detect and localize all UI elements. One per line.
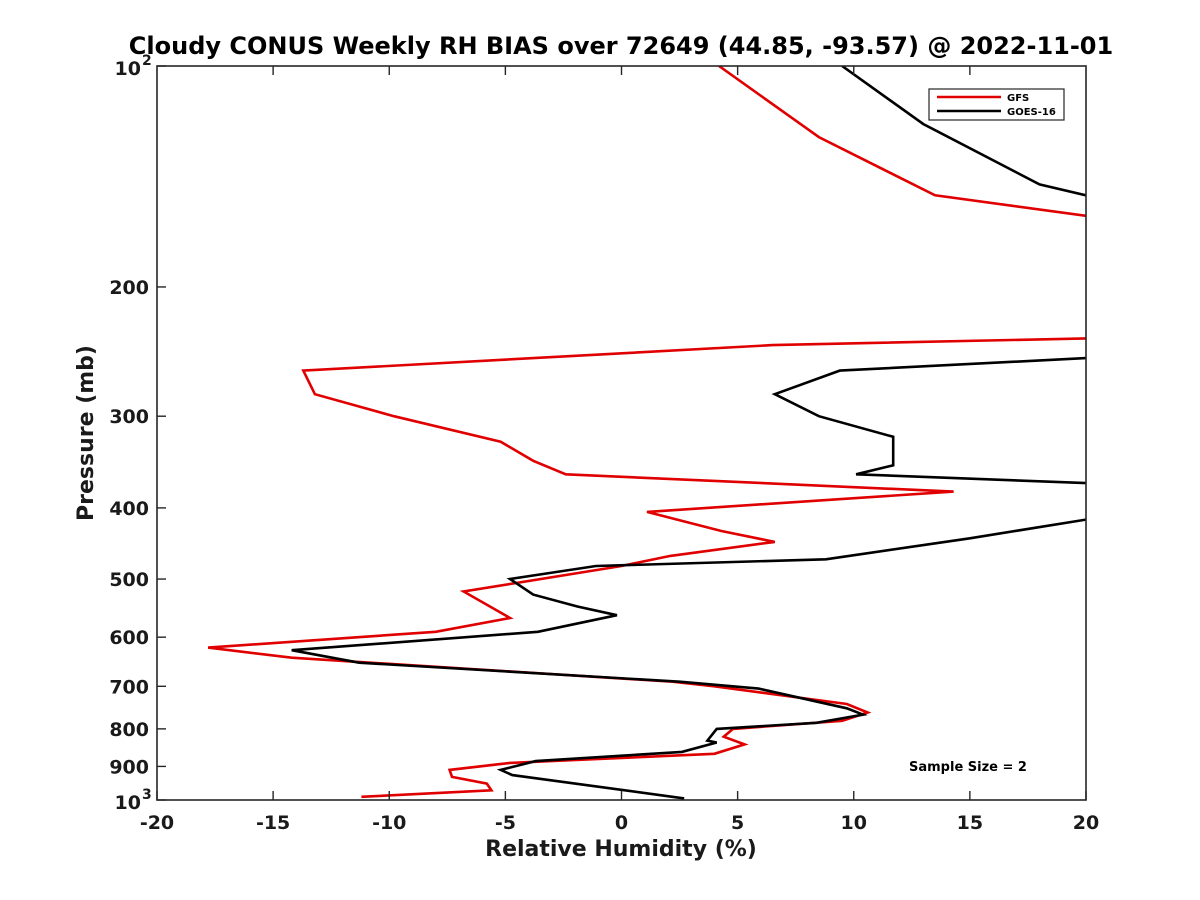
legend-label-goes-16: GOES-16: [1007, 107, 1056, 118]
x-tick-label: 10: [841, 812, 867, 834]
x-tick-label: -20: [140, 812, 174, 834]
y-tick-label: 600: [109, 627, 149, 649]
y-tick-label: 400: [109, 498, 149, 520]
x-axis-label: Relative Humidity (%): [485, 837, 757, 862]
y-tick-exponent: 3: [142, 787, 152, 803]
y-axis-label: Pressure (mb): [74, 345, 99, 521]
x-tick-label: -10: [372, 812, 406, 834]
x-tick-label: 0: [615, 812, 628, 834]
y-tick-label: 10: [115, 58, 141, 80]
x-axis: -20 -15 -10 -5 0 5 10 15 20: [140, 66, 1099, 834]
series-line-goes-16: [841, 66, 1086, 197]
x-tick-label: 15: [957, 812, 983, 834]
y-tick-label: 200: [109, 277, 149, 299]
x-tick-label: -15: [256, 812, 290, 834]
series-line-goes-16: [771, 356, 1086, 485]
y-tick-label: 700: [109, 676, 149, 698]
y-tick-label: 800: [109, 719, 149, 741]
y-tick-label: 10: [115, 792, 141, 814]
plot-frame: [156, 65, 1087, 801]
x-tick-label: 5: [731, 812, 744, 834]
series-line-gfs: [718, 66, 1086, 218]
y-tick-exponent: 2: [142, 53, 152, 69]
x-tick-label: -5: [495, 812, 516, 834]
chart-title: Cloudy CONUS Weekly RH BIAS over 72649 (…: [129, 32, 1113, 60]
y-tick-label: 300: [109, 406, 149, 428]
legend: GFS GOES-16: [928, 88, 1065, 121]
series-line-goes-16: [291, 518, 1086, 800]
series-line-gfs: [207, 337, 1086, 799]
sample-size-annotation: Sample Size = 2: [909, 760, 1027, 775]
legend-label-gfs: GFS: [1007, 93, 1029, 104]
y-tick-label: 900: [109, 756, 149, 778]
x-tick-label: 20: [1073, 812, 1099, 834]
series-layer: [207, 66, 1086, 800]
y-tick-label: 500: [109, 569, 149, 591]
legend-box: [928, 88, 1065, 121]
